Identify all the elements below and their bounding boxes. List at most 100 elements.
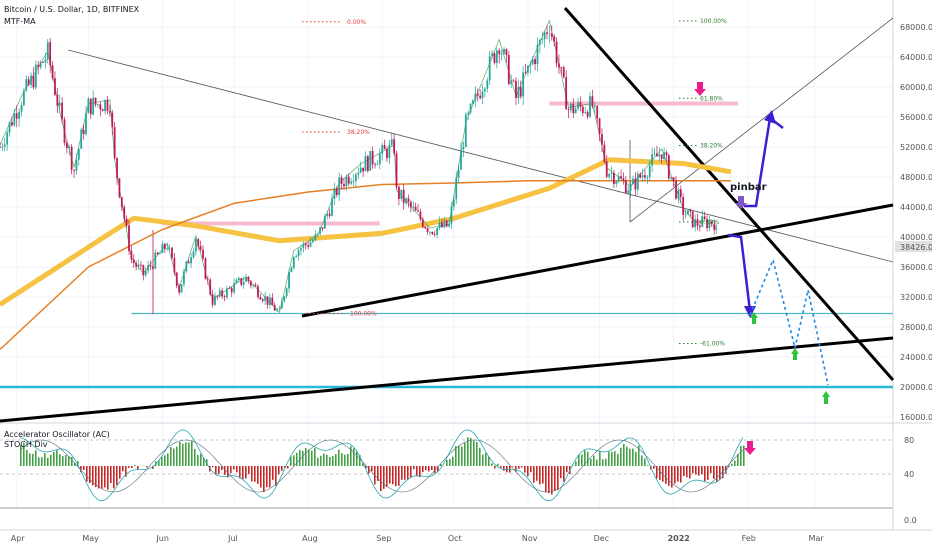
- ac-bar: [74, 463, 76, 466]
- x-tick-label: Jul: [227, 534, 238, 543]
- ac-bar: [323, 453, 325, 466]
- y-tick-label: 40000.0: [900, 233, 932, 242]
- ac-bar: [335, 454, 337, 466]
- candle: [156, 251, 159, 256]
- candle: [667, 153, 670, 180]
- ac-bar: [254, 466, 256, 482]
- candle: [398, 184, 400, 206]
- candle: [632, 175, 634, 185]
- oscillator-pane: 80 40 0.0: [0, 429, 917, 525]
- ac-bar: [122, 466, 124, 472]
- ac-bar: [89, 466, 91, 484]
- candle: [166, 244, 169, 251]
- candle: [395, 150, 398, 190]
- ac-bar: [608, 451, 610, 466]
- oscillator-label: Accelerator Oscillator (AC): [4, 430, 110, 439]
- candle: [350, 177, 353, 186]
- ac-bar: [593, 455, 595, 466]
- candle: [25, 75, 28, 93]
- ac-bar: [440, 464, 442, 466]
- candle: [464, 112, 467, 148]
- ac-bar: [503, 466, 505, 471]
- ac-bar: [362, 463, 364, 466]
- ac-bar: [197, 454, 199, 466]
- ac-bar: [284, 466, 286, 468]
- y-tick-label: 64000.0: [900, 53, 932, 62]
- ac-bar: [491, 463, 493, 466]
- candle: [598, 117, 601, 142]
- ac-bar: [380, 466, 382, 492]
- ac-bar: [389, 466, 391, 484]
- candle: [488, 50, 491, 86]
- candle: [529, 61, 532, 74]
- candle: [11, 116, 13, 127]
- ac-bar: [368, 466, 370, 474]
- ac-bar: [317, 457, 319, 466]
- ac-bar: [680, 466, 682, 483]
- candle: [73, 169, 75, 178]
- x-tick-label: Dec: [594, 534, 609, 543]
- candle: [27, 76, 30, 87]
- candle: [61, 97, 64, 125]
- ac-bar: [479, 447, 481, 466]
- candle: [266, 296, 269, 309]
- ac-bar: [614, 451, 616, 466]
- candle: [586, 110, 589, 119]
- ac-bar: [53, 451, 55, 466]
- candle: [323, 213, 326, 229]
- candle: [278, 305, 281, 311]
- candle: [20, 101, 23, 117]
- ac-bar: [251, 466, 253, 482]
- candle: [18, 108, 21, 127]
- candle: [235, 277, 238, 284]
- ac-bar: [695, 466, 697, 475]
- ac-bar: [119, 466, 121, 479]
- indicator-label: MTF-MA: [4, 17, 36, 26]
- candle: [536, 37, 539, 72]
- candle: [660, 154, 663, 164]
- candle: [663, 147, 665, 161]
- ac-bar: [641, 455, 643, 466]
- y-tick-label: 68000.0: [900, 23, 932, 32]
- candle: [168, 244, 171, 251]
- ac-bar: [344, 454, 346, 466]
- ac-bar: [275, 466, 277, 486]
- ac-bar: [176, 446, 178, 466]
- horizontal-levels: [0, 312, 893, 389]
- ac-bar: [110, 466, 112, 484]
- ac-bar: [446, 459, 448, 466]
- candle: [132, 254, 135, 268]
- ac-bar: [518, 466, 520, 469]
- ac-bar: [419, 466, 421, 478]
- candle: [259, 294, 262, 300]
- ac-bar: [485, 452, 487, 466]
- candle: [223, 294, 226, 302]
- ac-bar: [617, 453, 619, 466]
- ac-bar: [701, 466, 703, 475]
- ac-bar: [671, 466, 673, 488]
- candle: [209, 277, 212, 296]
- candle: [190, 253, 192, 268]
- candle: [414, 202, 417, 211]
- candle: [44, 52, 47, 69]
- last-price-label: 38426.0: [900, 243, 932, 252]
- candle: [596, 105, 599, 125]
- candle: [567, 106, 570, 119]
- y-tick-label: 32000.0: [900, 293, 932, 302]
- ac-bar: [668, 466, 670, 486]
- candle: [233, 278, 235, 295]
- candle: [140, 261, 142, 270]
- candle: [302, 241, 305, 253]
- ac-bar: [41, 457, 43, 466]
- candle: [273, 302, 276, 311]
- ac-bar: [269, 466, 271, 488]
- candle: [292, 256, 295, 270]
- ac-bar: [212, 466, 214, 468]
- candle: [75, 153, 78, 175]
- candle: [644, 169, 646, 181]
- ac-bar: [482, 454, 484, 466]
- candle: [474, 86, 477, 108]
- ac-bar: [434, 466, 436, 474]
- candle: [269, 293, 271, 309]
- candle: [326, 210, 329, 220]
